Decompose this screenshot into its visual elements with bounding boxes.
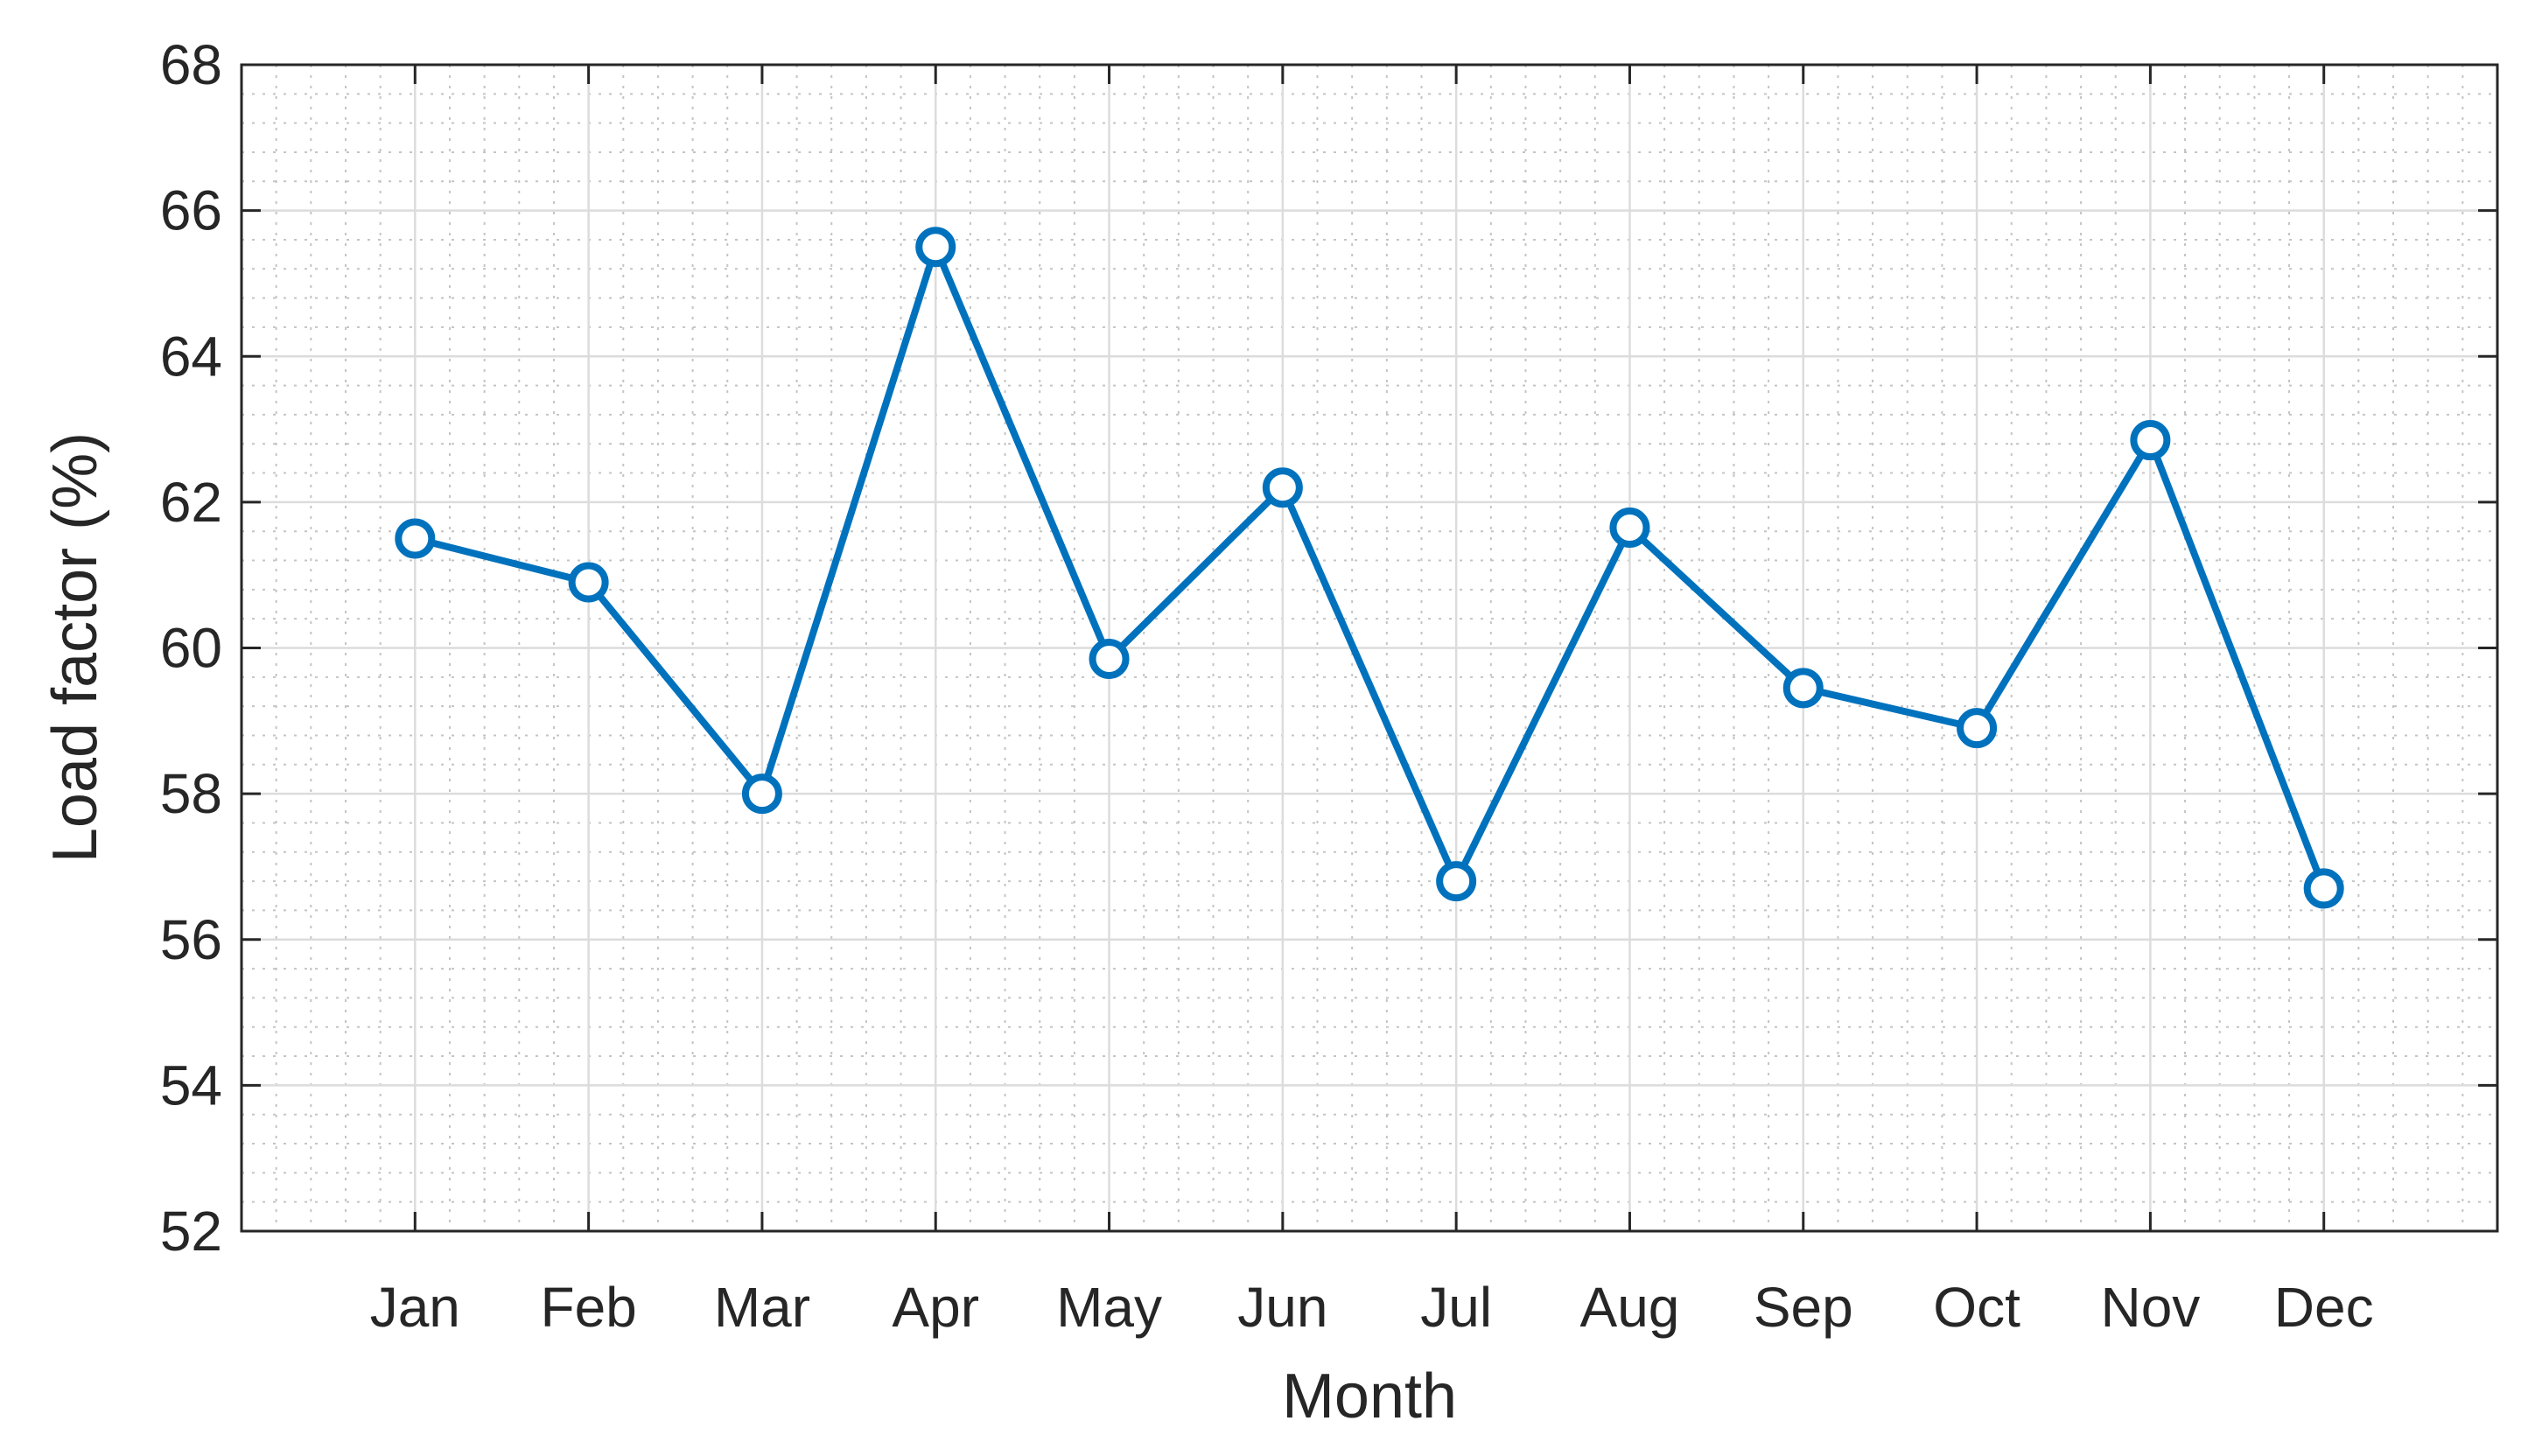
y-tick-label: 52 <box>160 1200 222 1263</box>
x-tick-label: Nov <box>2100 1276 2200 1339</box>
data-point-marker <box>568 562 609 603</box>
data-point-marker <box>1436 861 1477 902</box>
y-tick-label: 60 <box>160 617 222 680</box>
minor-grid <box>242 65 2497 1231</box>
x-tick-label: Jul <box>1420 1276 1492 1339</box>
x-tick-label: Mar <box>714 1276 810 1339</box>
data-point-marker <box>1957 708 1998 749</box>
data-point-marker <box>915 227 956 268</box>
x-tick-label: Jun <box>1237 1276 1327 1339</box>
series-layer <box>395 227 2344 909</box>
y-tick-label: 58 <box>160 762 222 825</box>
y-tick-label: 54 <box>160 1054 222 1116</box>
x-tick-label: Dec <box>2274 1276 2374 1339</box>
x-tick-label: Sep <box>1754 1276 1853 1339</box>
data-point-marker <box>1262 467 1303 508</box>
x-tick-label: Apr <box>892 1276 979 1339</box>
x-axis-tick-labels: Jan Feb Mar Apr May Jun Jul Aug Sep Oct Nov Dec <box>370 1276 2374 1339</box>
y-tick-label: 68 <box>160 33 222 96</box>
data-point-marker <box>741 774 782 815</box>
y-tick-label: 62 <box>160 471 222 534</box>
x-tick-label: May <box>1056 1276 1162 1339</box>
major-grid <box>242 65 2497 1231</box>
data-point-marker <box>1089 638 1130 679</box>
series-line <box>411 243 2328 892</box>
data-point-marker <box>395 518 436 559</box>
y-tick-label: 56 <box>160 908 222 971</box>
y-axis-tick-labels: 52 54 56 58 60 62 64 66 68 <box>160 33 222 1263</box>
y-axis-label: Load factor (%) <box>40 432 110 863</box>
x-tick-label: Feb <box>540 1276 636 1339</box>
x-tick-label: Jan <box>370 1276 460 1339</box>
x-tick-label: Aug <box>1580 1276 1680 1339</box>
axis-ticks <box>242 63 2497 1233</box>
data-point-marker <box>1609 508 1650 549</box>
x-axis-label: Month <box>1282 1362 1457 1432</box>
data-point-marker <box>2130 420 2171 461</box>
y-tick-label: 66 <box>160 179 222 242</box>
x-tick-label: Oct <box>1933 1276 2020 1339</box>
data-point-marker <box>1782 668 1824 709</box>
data-point-marker <box>2303 868 2344 909</box>
y-tick-label: 64 <box>160 325 222 388</box>
